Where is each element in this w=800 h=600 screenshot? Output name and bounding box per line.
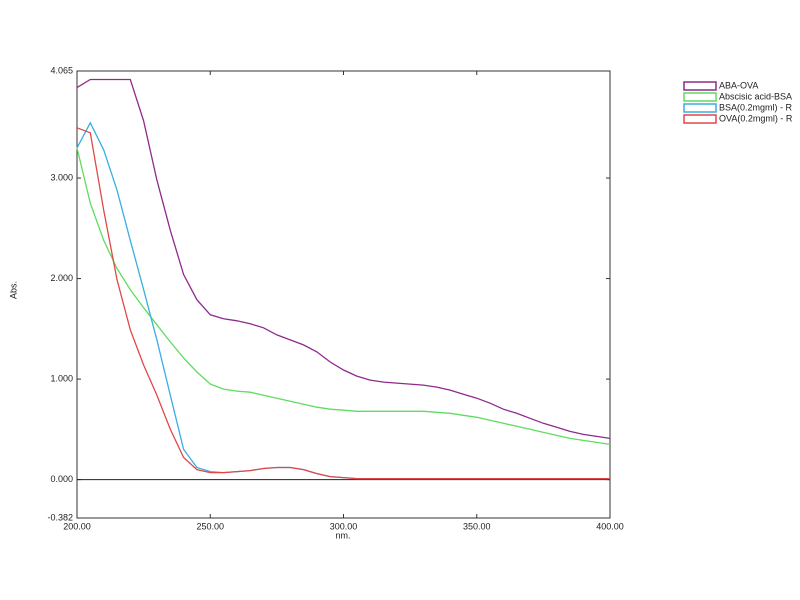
y-tick-label: -0.382	[47, 512, 73, 522]
y-tick-label: 1.000	[50, 373, 73, 383]
series-line	[76, 78, 611, 440]
series-line	[76, 121, 610, 480]
legend-swatch	[683, 81, 717, 91]
x-axis-label: nm.	[335, 530, 350, 540]
legend-label: OVA(0.2mgml) - R	[719, 113, 793, 123]
x-tick-label: 250.00	[196, 521, 224, 531]
legend-label: Abscisic acid-BSA	[719, 91, 792, 101]
x-tick-label: 300.00	[330, 521, 358, 531]
x-tick-label: 350.00	[463, 521, 491, 531]
y-tick-label: 3.000	[50, 172, 73, 182]
series-line	[76, 127, 610, 480]
legend-swatch	[683, 114, 717, 124]
series-line	[76, 147, 611, 446]
y-axis-label: Abs.	[8, 281, 18, 299]
legend-label: ABA-OVA	[719, 80, 758, 90]
x-tick-label: 400.00	[596, 521, 624, 531]
plot-frame	[76, 70, 611, 519]
y-tick-label: 4.065	[50, 65, 73, 75]
legend-swatch	[683, 103, 717, 113]
x-tick-label: 200.00	[63, 521, 91, 531]
y-tick-label: 2.000	[50, 273, 73, 283]
legend-label: BSA(0.2mgml) - R	[719, 102, 793, 112]
y-tick-label: 0.000	[50, 474, 73, 484]
legend-swatch	[683, 92, 717, 102]
